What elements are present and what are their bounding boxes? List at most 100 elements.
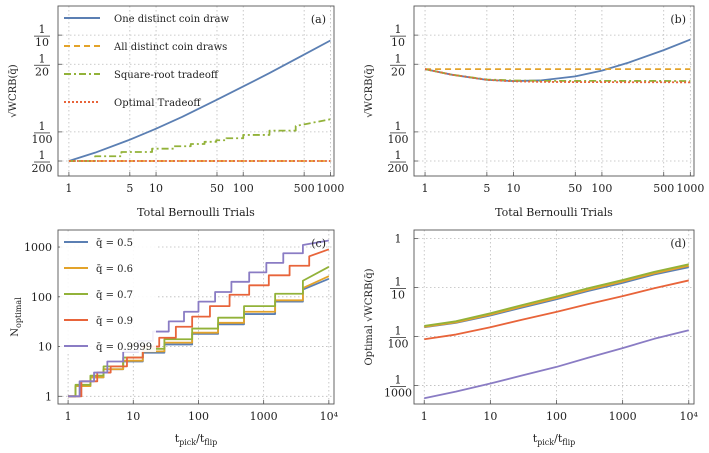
x-axis-label: tpick/tflip [533,432,576,447]
legend-label: All distinct coin draws [113,42,227,53]
series-line-blue [424,38,691,82]
svg-text:1: 1 [39,149,46,162]
svg-text:100: 100 [388,338,409,351]
svg-text:1: 1 [395,325,402,338]
legend-label: One distinct coin draw [114,14,230,25]
svg-text:1: 1 [395,52,402,65]
plot-frame [57,5,335,177]
x-tick-label: 10 [126,410,140,423]
series-line-red [68,248,330,398]
x-tick-label: 5 [126,182,133,195]
legend-label: q̄ = 0.9999 [96,342,152,353]
svg-text:10: 10 [35,36,49,49]
x-tick-label: 10 [506,182,520,195]
chart-panel-d: 1 10 100 1000 10⁴1110110011000(d)tpick/tflip… [364,229,699,447]
y-axis-label: Noptimal [10,297,23,337]
series-line-green [424,68,691,82]
legend-label: q̄ = 0.7 [96,290,133,301]
x-tick-label: 1000 [250,410,278,423]
svg-text:1000: 1000 [384,387,412,400]
y-axis-label: Optimal √WCRB(q̄) [364,268,375,365]
plot-frame [57,229,335,405]
x-tick-label: 10 [149,182,163,195]
plot-frame [413,5,695,177]
svg-text:20: 20 [35,65,49,78]
svg-text:10: 10 [391,36,405,49]
legend-box [60,232,156,352]
svg-text:1: 1 [395,374,402,387]
y-tick-label: 110 [390,23,406,49]
series-line-blue [68,39,331,162]
panel-tag: (a) [311,13,326,26]
y-tick-label: 110 [390,276,406,302]
y-tick-label: 1000 [24,241,52,254]
x-tick-label: 100 [188,410,209,423]
svg-text:10: 10 [391,289,405,302]
series-line-green [68,118,331,162]
series-line-purple [424,329,689,400]
y-tick-label: 100 [31,291,52,304]
x-tick-label: 500 [294,182,315,195]
svg-text:1: 1 [395,120,402,133]
y-axis-label: √WCRB(q̄) [8,64,19,117]
svg-text:100: 100 [388,133,409,146]
svg-text:1: 1 [395,276,402,289]
svg-text:1: 1 [395,149,402,162]
series-line-green [68,266,330,398]
x-tick-label: 100 [546,410,567,423]
series-line-purple [68,239,329,398]
svg-text:100: 100 [32,133,53,146]
legend-label: Square-root tradeoff [114,70,219,81]
series-line-orange [424,264,689,328]
x-tick-label: 1 [421,410,428,423]
x-tick-label: 50 [568,182,582,195]
y-tick-label: 1 [395,233,402,246]
panel-tag: (d) [670,237,686,250]
y-axis-label: √WCRB(q̄) [364,64,375,117]
svg-text:200: 200 [32,162,53,175]
x-tick-label: 50 [210,182,224,195]
x-tick-label: 100 [233,182,254,195]
svg-text:1: 1 [395,233,402,246]
svg-text:20: 20 [391,65,405,78]
x-axis-label: Total Bernoulli Trials [495,206,613,219]
x-tick-label: 1 [65,182,72,195]
legend: One distinct coin draw All distinct coin … [64,14,230,109]
x-tick-label: 10⁴ [320,410,339,423]
x-tick-label: 1 [422,182,429,195]
svg-text:1: 1 [39,23,46,36]
svg-text:1: 1 [39,120,46,133]
y-tick-label: 1 [45,390,52,403]
svg-text:1: 1 [395,23,402,36]
y-tick-label: 10 [38,341,52,354]
svg-text:200: 200 [388,162,409,175]
series-line-red [424,68,691,84]
x-tick-label: 1000 [676,182,704,195]
series-line-red [424,279,689,341]
y-tick-label: 110 [34,23,50,49]
x-tick-label: 1000 [316,182,344,195]
legend-label: q̄ = 0.9 [96,316,133,327]
legend-label: q̄ = 0.5 [96,238,133,249]
x-tick-label: 5 [483,182,490,195]
legend-label: q̄ = 0.6 [96,264,133,275]
x-tick-label: 500 [653,182,674,195]
svg-text:1: 1 [39,52,46,65]
x-axis-label: tpick/tflip [175,432,218,447]
panel-tag: (c) [311,237,326,250]
legend: q̄ = 0.5 q̄ = 0.6 q̄ = 0.7 q̄ = 0.9 q̄ = 0.9… [60,232,156,353]
y-tick-label: 120 [390,52,406,78]
y-tick-label: 120 [34,52,50,78]
legend-label: Optimal Tradeoff [114,98,201,109]
chart-panel-c: 1 10 100 1000 10⁴ 1 10 100 1000 (c) tpick/tflip Nop… [10,229,339,447]
x-tick-label: 100 [591,182,612,195]
